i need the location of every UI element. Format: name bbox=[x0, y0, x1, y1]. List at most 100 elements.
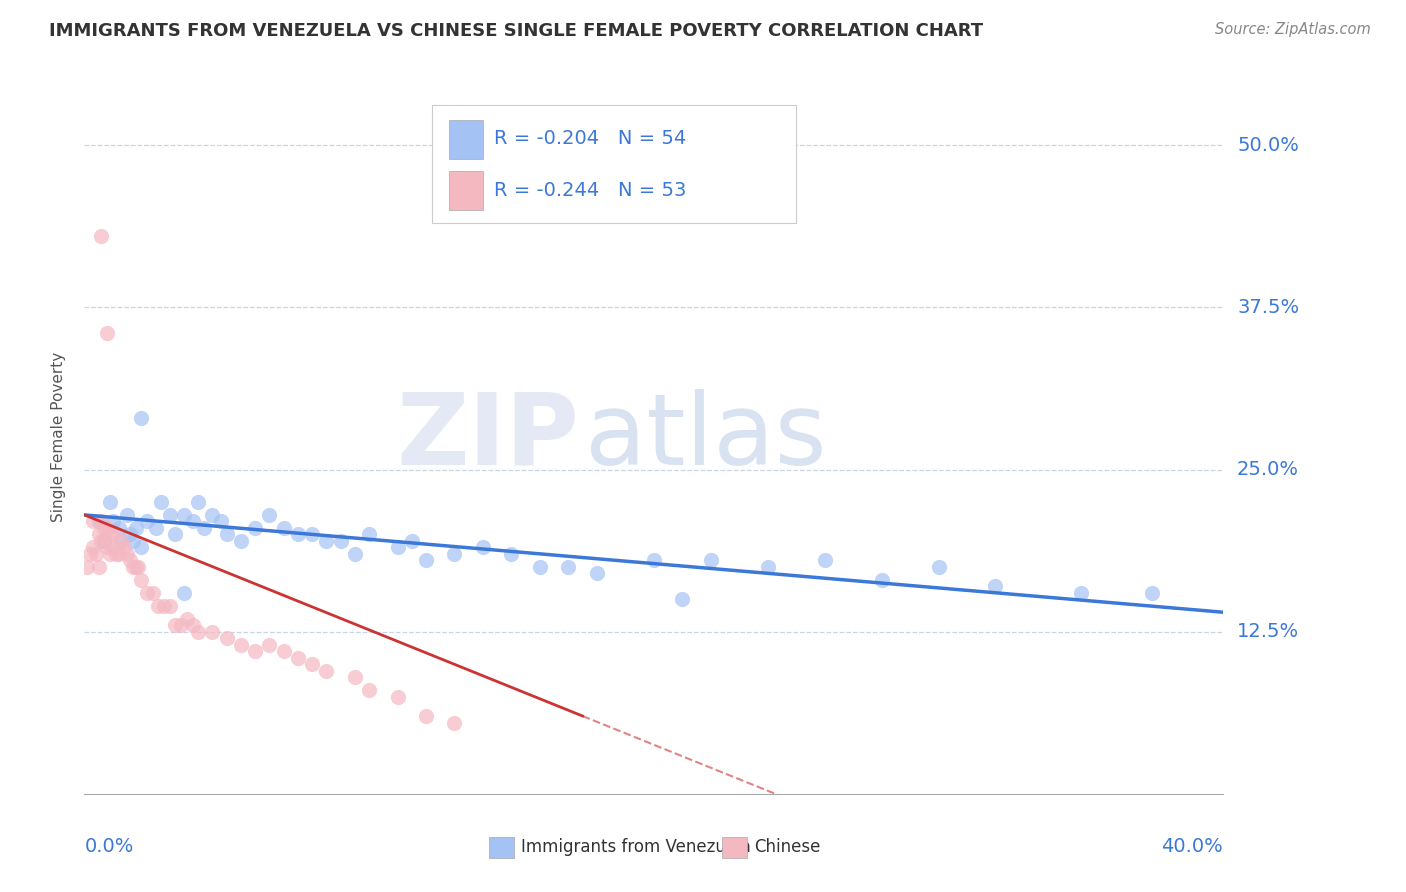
Point bbox=[501, 547, 523, 561]
Point bbox=[870, 573, 893, 587]
Point bbox=[148, 599, 170, 613]
Point bbox=[359, 527, 381, 541]
Text: 50.0%: 50.0% bbox=[1237, 136, 1299, 154]
Point bbox=[121, 533, 143, 548]
Point bbox=[176, 612, 198, 626]
Point bbox=[145, 521, 167, 535]
Point bbox=[104, 547, 127, 561]
Point bbox=[245, 644, 267, 658]
Point bbox=[107, 547, 129, 561]
Point bbox=[131, 573, 153, 587]
Point bbox=[201, 508, 224, 522]
Point bbox=[82, 515, 104, 529]
Point bbox=[173, 586, 195, 600]
Text: IMMIGRANTS FROM VENEZUELA VS CHINESE SINGLE FEMALE POVERTY CORRELATION CHART: IMMIGRANTS FROM VENEZUELA VS CHINESE SIN… bbox=[49, 22, 983, 40]
Point bbox=[287, 527, 309, 541]
Point bbox=[273, 644, 295, 658]
Text: 37.5%: 37.5% bbox=[1237, 298, 1299, 317]
Point bbox=[671, 592, 693, 607]
Point bbox=[315, 533, 337, 548]
Point bbox=[87, 515, 110, 529]
Point bbox=[82, 541, 104, 555]
FancyBboxPatch shape bbox=[432, 105, 796, 223]
Point bbox=[201, 624, 224, 639]
Point bbox=[96, 326, 118, 341]
Point bbox=[443, 547, 465, 561]
Point bbox=[387, 541, 409, 555]
Text: ZIP: ZIP bbox=[396, 389, 579, 485]
Point bbox=[127, 559, 149, 574]
Point bbox=[112, 541, 135, 555]
Point bbox=[814, 553, 837, 567]
Point bbox=[245, 521, 267, 535]
Point bbox=[84, 547, 107, 561]
Text: Source: ZipAtlas.com: Source: ZipAtlas.com bbox=[1215, 22, 1371, 37]
Text: 12.5%: 12.5% bbox=[1237, 623, 1299, 641]
Point bbox=[118, 527, 141, 541]
Point bbox=[76, 559, 98, 574]
Point bbox=[93, 521, 115, 535]
Point bbox=[79, 547, 101, 561]
Point bbox=[98, 527, 121, 541]
Point bbox=[87, 527, 110, 541]
Point bbox=[643, 553, 665, 567]
Point bbox=[359, 683, 381, 698]
Point bbox=[215, 527, 238, 541]
Point bbox=[329, 533, 352, 548]
Point bbox=[1140, 586, 1163, 600]
Point bbox=[101, 527, 124, 541]
Point bbox=[756, 559, 779, 574]
Text: 0.0%: 0.0% bbox=[84, 837, 134, 855]
Point bbox=[287, 650, 309, 665]
Point bbox=[557, 559, 579, 574]
Point bbox=[142, 586, 165, 600]
Bar bbox=[723, 837, 747, 858]
Y-axis label: Single Female Poverty: Single Female Poverty bbox=[51, 352, 66, 522]
Text: R = -0.244   N = 53: R = -0.244 N = 53 bbox=[495, 181, 686, 201]
Point bbox=[159, 599, 181, 613]
Bar bbox=[489, 837, 513, 858]
Point bbox=[131, 410, 153, 425]
Point bbox=[93, 533, 115, 548]
Point bbox=[181, 618, 204, 632]
Point bbox=[193, 521, 215, 535]
Point bbox=[165, 527, 187, 541]
Point bbox=[136, 515, 159, 529]
Point bbox=[124, 521, 146, 535]
Point bbox=[984, 579, 1007, 593]
Point bbox=[700, 553, 723, 567]
Point bbox=[101, 515, 124, 529]
Bar bbox=[449, 120, 484, 159]
Point bbox=[115, 547, 138, 561]
Point bbox=[472, 541, 495, 555]
Point bbox=[415, 553, 437, 567]
Point bbox=[136, 586, 159, 600]
Point bbox=[928, 559, 950, 574]
Text: Chinese: Chinese bbox=[754, 838, 820, 856]
Point bbox=[93, 533, 115, 548]
Point bbox=[315, 664, 337, 678]
Point bbox=[98, 547, 121, 561]
Text: R = -0.204   N = 54: R = -0.204 N = 54 bbox=[495, 129, 686, 148]
Point bbox=[259, 508, 281, 522]
Point bbox=[124, 559, 146, 574]
Text: Immigrants from Venezuela: Immigrants from Venezuela bbox=[520, 838, 751, 856]
Point bbox=[215, 631, 238, 645]
Point bbox=[87, 559, 110, 574]
Point bbox=[181, 515, 204, 529]
Point bbox=[529, 559, 551, 574]
Point bbox=[443, 715, 465, 730]
Point bbox=[401, 533, 423, 548]
Point bbox=[107, 521, 129, 535]
Point bbox=[586, 566, 609, 581]
Point bbox=[301, 657, 323, 672]
Point bbox=[131, 541, 153, 555]
Point bbox=[150, 495, 173, 509]
Point bbox=[273, 521, 295, 535]
Point bbox=[115, 508, 138, 522]
Point bbox=[110, 533, 132, 548]
Point bbox=[121, 559, 143, 574]
Point bbox=[1070, 586, 1092, 600]
Point bbox=[229, 638, 252, 652]
Point bbox=[90, 229, 112, 244]
